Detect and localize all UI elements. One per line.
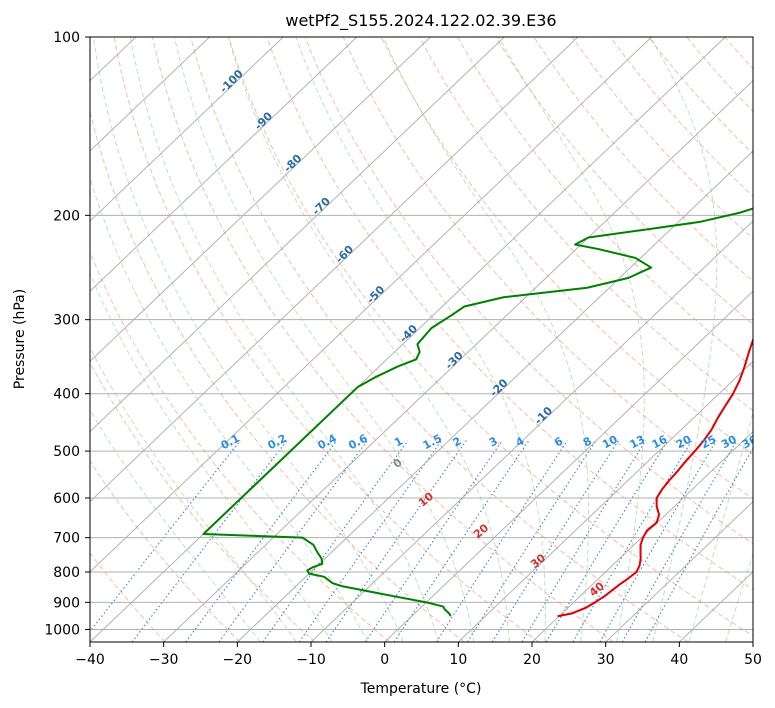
mixing-ratio-label: 13 [628,433,648,452]
moist-adiabat [90,176,369,642]
x-tick-label: 40 [670,652,688,668]
mixing-ratio-line [435,440,568,642]
x-tick-label: 0 [380,652,389,668]
isotherm [90,37,358,292]
plot-frame [89,36,754,643]
mixing-ratio-line [572,440,693,642]
y-tick-label: 600 [53,491,80,507]
x-tick-label: 10 [449,652,467,668]
mixing-ratio-line [325,440,467,642]
dry-adiabat [90,361,316,642]
isotherm [310,220,753,642]
temperature-profile [557,336,753,618]
x-tick-label: −40 [75,652,105,668]
isotherm [90,37,210,152]
moist-adiabat [295,37,546,642]
dewpoint-profile [202,207,753,617]
moist-adiabat [90,408,261,642]
mixing-ratio-line [467,440,597,642]
mixing-ratio-label: 20 [674,433,694,452]
y-tick-label: 300 [53,313,80,329]
isotherm [90,37,652,573]
dry-adiabat [113,37,540,642]
y-tick-label: 400 [53,387,80,403]
mixing-ratio-line [491,440,619,642]
isotherm [90,37,579,503]
mixing-ratio-label: 16 [650,433,670,452]
mixing-ratio-label: 30 [719,433,739,452]
mixing-ratio-label: 36 [740,433,760,452]
dry-adiabat [495,37,753,325]
dry-adiabat [190,37,689,642]
mixing-ratio-line [644,447,753,642]
mixing-ratio-line [545,440,669,642]
x-tick-label: 50 [744,652,762,668]
isotherm [90,37,726,642]
isotherm [90,37,284,222]
moist-adiabat [725,552,753,642]
isotherm [531,430,753,642]
moist-adiabat [382,37,590,642]
y-tick-label: 200 [53,208,80,224]
x-axis-label: Temperature (°C) [360,681,482,697]
x-tick-label: 30 [597,652,615,668]
y-tick-label: 1000 [44,622,80,638]
moist-adiabat [227,37,510,642]
y-tick-label: 100 [53,30,80,46]
isotherm [90,37,431,363]
mixing-ratio-line [218,440,368,642]
dry-adiabat [380,37,753,456]
moist-adiabat [90,272,333,642]
x-tick-label: −20 [223,652,253,668]
dry-adiabat [457,37,753,368]
mixing-ratio-line [364,440,503,642]
moist-adiabat [129,37,439,642]
x-tick-label: 20 [523,652,541,668]
mixing-ratio-line [185,440,338,642]
isotherm [605,500,753,642]
background-lines [90,37,753,642]
mixing-ratio-label: 10 [600,433,620,452]
y-tick-label: 800 [53,565,80,581]
chart-title: wetPf2_S155.2024.122.02.39.E36 [285,11,556,31]
y-tick-label: 500 [53,444,80,460]
isotherm [163,80,753,642]
isotherm [384,290,753,642]
x-tick-label: −30 [149,652,179,668]
moist-adiabat [649,37,718,642]
mixing-ratio-line [621,440,738,642]
y-axis: 1000 900 800 700 600 500 400 300 200 100 [44,30,90,638]
mixing-ratio-line [298,440,442,642]
dry-adiabat [90,250,390,642]
moist-adiabat [90,346,297,642]
dry-adiabat [151,37,614,642]
isotherm [90,37,505,433]
profile-series [202,207,753,618]
dry-adiabat [304,37,753,545]
mixing-ratio-line [262,440,409,642]
grid-lines [90,37,753,642]
y-tick-label: 700 [53,531,80,547]
moist-adiabat [688,410,753,642]
mixing-ratio-line [90,440,241,633]
dry-adiabat [90,552,166,642]
y-axis-label: Pressure (hPa) [12,289,28,389]
mixing-ratio-line [521,440,647,642]
isotherm [457,360,753,642]
x-axis: −40 −30 −20 −10 0 10 20 30 40 50 [75,642,762,668]
moist-adiabat [173,37,475,642]
y-tick-label: 900 [53,595,80,611]
isotherm [236,150,753,642]
dry-adiabat [266,37,753,591]
x-tick-label: −10 [296,652,326,668]
dry-adiabat [90,460,241,642]
mixing-ratio-label: 25 [699,433,719,452]
